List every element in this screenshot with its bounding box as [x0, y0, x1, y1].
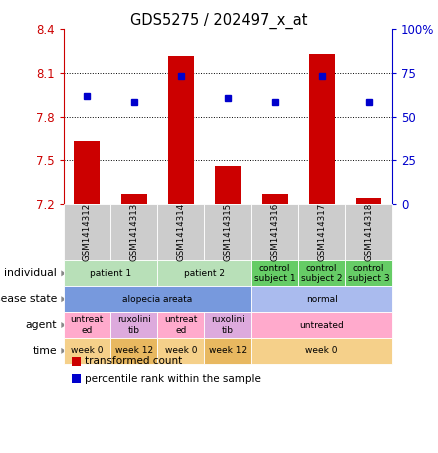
Bar	[215, 166, 240, 204]
Text: GSM1414313: GSM1414313	[129, 203, 138, 261]
Text: GSM1414317: GSM1414317	[317, 203, 326, 261]
Text: week 0: week 0	[165, 347, 197, 355]
Text: transformed count: transformed count	[85, 357, 182, 366]
Text: GDS5275 / 202497_x_at: GDS5275 / 202497_x_at	[130, 13, 308, 29]
Text: GSM1414314: GSM1414314	[177, 203, 185, 261]
Text: week 0: week 0	[305, 347, 338, 355]
Bar	[262, 194, 288, 204]
Text: week 12: week 12	[115, 347, 153, 355]
Text: agent: agent	[25, 320, 57, 330]
Text: control
subject 2: control subject 2	[301, 264, 343, 283]
Text: patient 1: patient 1	[90, 269, 131, 278]
Text: week 12: week 12	[208, 347, 247, 355]
Bar	[74, 141, 100, 204]
Bar	[309, 54, 335, 204]
Text: individual: individual	[4, 268, 57, 279]
Text: patient 2: patient 2	[184, 269, 225, 278]
Text: GSM1414312: GSM1414312	[82, 203, 92, 261]
Text: GSM1414315: GSM1414315	[223, 203, 232, 261]
Text: disease state: disease state	[0, 294, 57, 304]
Bar	[168, 56, 194, 204]
Bar	[121, 194, 147, 204]
Text: untreated: untreated	[299, 321, 344, 329]
Text: control
subject 3: control subject 3	[348, 264, 389, 283]
Bar	[356, 198, 381, 204]
Text: untreat
ed: untreat ed	[70, 315, 104, 335]
Text: week 0: week 0	[71, 347, 103, 355]
Text: ruxolini
tib: ruxolini tib	[117, 315, 151, 335]
Text: alopecia areata: alopecia areata	[122, 295, 192, 304]
Text: percentile rank within the sample: percentile rank within the sample	[85, 374, 261, 384]
Text: normal: normal	[306, 295, 338, 304]
Text: GSM1414316: GSM1414316	[270, 203, 279, 261]
Text: control
subject 1: control subject 1	[254, 264, 296, 283]
Text: time: time	[32, 346, 57, 356]
Text: untreat
ed: untreat ed	[164, 315, 198, 335]
Text: GSM1414318: GSM1414318	[364, 203, 373, 261]
Text: ruxolini
tib: ruxolini tib	[211, 315, 245, 335]
